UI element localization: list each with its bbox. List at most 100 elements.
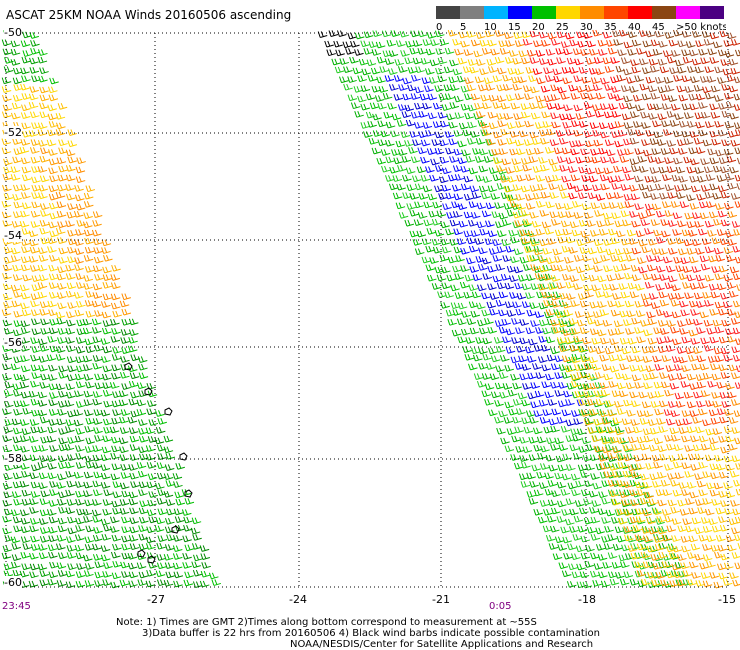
- wind-barb: [456, 318, 467, 326]
- wind-barb: [527, 392, 537, 400]
- wind-barb: [595, 398, 606, 406]
- wind-barb: [145, 427, 156, 435]
- wind-barb: [402, 174, 412, 182]
- wind-barb: [635, 516, 646, 523]
- wind-barb: [623, 399, 633, 407]
- wind-barb: [56, 283, 67, 290]
- wind-barb: [675, 237, 686, 245]
- wind-barb: [512, 382, 522, 390]
- wind-barb: [601, 536, 611, 543]
- wind-barb: [670, 50, 681, 57]
- wind-barb: [540, 445, 550, 453]
- wind-barb: [641, 93, 652, 101]
- wind-barb: [725, 230, 735, 238]
- wind-barb: [589, 570, 600, 578]
- wind-barb: [576, 85, 586, 93]
- wind-barb: [565, 265, 576, 272]
- wind-barb: [501, 318, 511, 326]
- wind-barb: [520, 209, 531, 217]
- colorbar-swatch: [532, 6, 556, 19]
- wind-barb: [472, 274, 483, 282]
- wind-barb: [163, 554, 174, 561]
- wind-barb: [487, 409, 498, 417]
- wind-barb: [28, 391, 39, 398]
- wind-barb: [164, 464, 175, 471]
- wind-barb: [693, 85, 704, 92]
- wind-barb: [83, 212, 93, 219]
- wind-barb: [581, 337, 592, 345]
- wind-barb: [642, 509, 653, 517]
- wind-barb: [497, 120, 507, 128]
- wind-barb: [92, 418, 103, 425]
- wind-barb: [663, 129, 673, 136]
- wind-barb: [552, 248, 563, 256]
- wind-barb: [664, 157, 674, 165]
- wind-barb: [103, 562, 113, 569]
- wind-barb: [157, 489, 167, 496]
- wind-barb: [590, 534, 601, 541]
- wind-barb: [519, 319, 529, 326]
- wind-barb: [589, 301, 600, 309]
- wind-barb: [57, 491, 68, 499]
- wind-barb: [440, 221, 450, 229]
- wind-barb: [571, 410, 581, 417]
- wind-barb: [39, 345, 50, 352]
- wind-barb: [451, 201, 461, 209]
- wind-barb: [704, 246, 715, 254]
- wind-barb: [560, 220, 571, 228]
- wind-barb: [20, 355, 30, 363]
- wind-barb: [689, 283, 700, 290]
- wind-barb: [631, 247, 642, 255]
- wind-barb: [19, 419, 30, 426]
- wind-barb: [706, 76, 717, 83]
- wind-barb: [406, 203, 416, 210]
- wind-barb: [22, 274, 32, 282]
- wind-barb: [100, 464, 111, 472]
- wind-barb: [457, 336, 467, 344]
- wind-barb: [521, 417, 531, 425]
- wind-barb: [75, 525, 85, 532]
- wind-barb: [710, 363, 720, 371]
- wind-barb: [74, 248, 85, 255]
- wind-barb: [415, 66, 425, 74]
- wind-barb: [644, 491, 655, 499]
- wind-barb: [40, 490, 51, 498]
- wind-barb: [725, 328, 735, 336]
- wind-barb: [629, 184, 639, 192]
- wind-barb: [607, 409, 617, 417]
- wind-barb: [388, 50, 399, 58]
- wind-barb: [120, 356, 130, 363]
- wind-barb: [561, 372, 572, 379]
- wind-barb: [468, 201, 479, 209]
- wind-barb: [39, 309, 49, 316]
- wind-barb: [57, 570, 68, 577]
- wind-barb: [645, 463, 655, 470]
- wind-barb: [92, 336, 102, 344]
- wind-barb: [437, 75, 448, 83]
- wind-barb: [453, 193, 464, 201]
- wind-barb: [454, 112, 465, 120]
- wind-barb: [589, 49, 599, 56]
- wind-barb: [474, 102, 484, 110]
- wind-barb: [732, 327, 740, 335]
- wind-barb: [20, 112, 31, 119]
- wind-barb: [525, 148, 536, 156]
- wind-barb: [556, 337, 567, 344]
- wind-barb: [591, 156, 602, 164]
- wind-barb: [520, 185, 531, 193]
- wind-barb: [589, 382, 600, 390]
- wind-barb: [719, 392, 730, 399]
- wind-barb: [661, 230, 671, 238]
- wind-barb: [100, 518, 111, 526]
- wind-barb: [94, 274, 104, 281]
- wind-barb: [727, 443, 738, 451]
- wind-barb: [709, 336, 720, 344]
- wind-barb: [638, 183, 649, 191]
- wind-barb: [717, 185, 728, 193]
- wind-barb: [583, 130, 594, 138]
- wind-barb: [13, 390, 23, 397]
- wind-barb: [532, 166, 543, 173]
- wind-barb: [484, 238, 495, 246]
- wind-barb: [335, 49, 345, 57]
- wind-barb: [601, 364, 612, 371]
